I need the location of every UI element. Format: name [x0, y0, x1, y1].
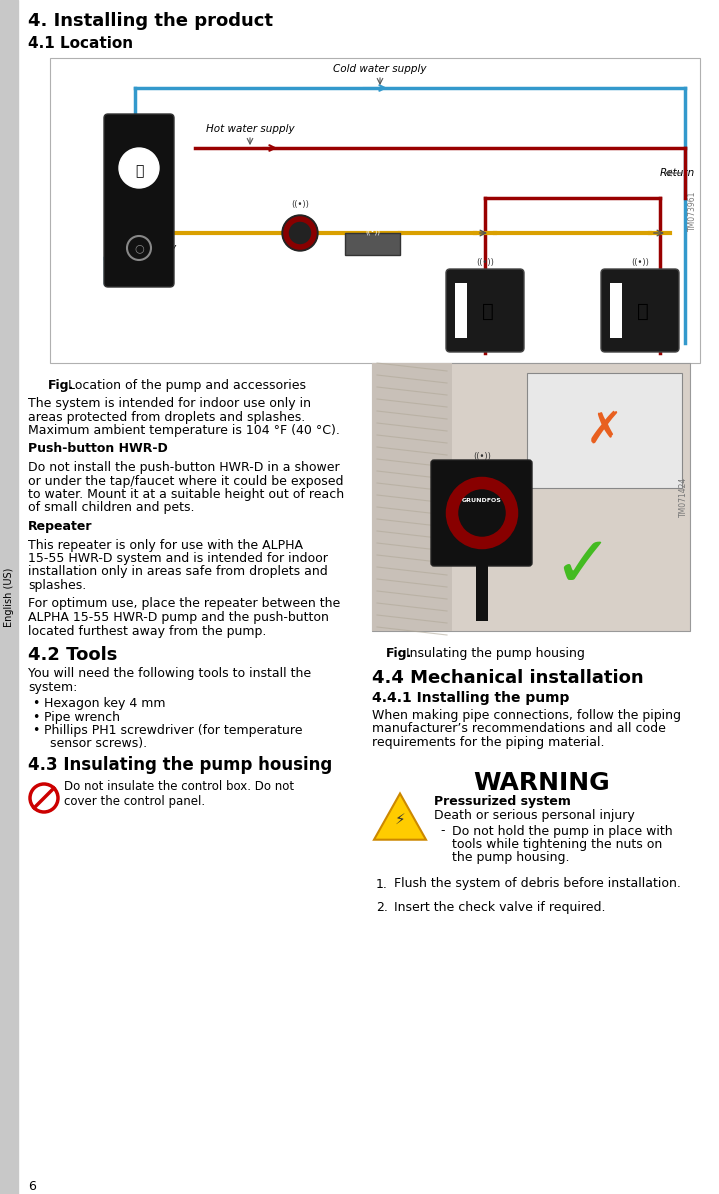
Text: •: • — [32, 724, 40, 737]
Bar — [372, 363, 452, 630]
Text: Location of the pump and accessories: Location of the pump and accessories — [68, 378, 306, 392]
Text: located furthest away from the pump.: located furthest away from the pump. — [28, 624, 266, 638]
FancyBboxPatch shape — [104, 113, 174, 287]
Text: ((•)): ((•)) — [365, 229, 380, 235]
Text: of small children and pets.: of small children and pets. — [28, 501, 195, 515]
Text: Hexagon key 4 mm: Hexagon key 4 mm — [44, 697, 165, 710]
Text: or under the tap/faucet where it could be exposed: or under the tap/faucet where it could b… — [28, 474, 344, 487]
FancyBboxPatch shape — [601, 269, 679, 352]
Text: 4.1 Location: 4.1 Location — [28, 36, 133, 51]
Text: Repeater: Repeater — [28, 521, 93, 533]
Bar — [476, 541, 488, 621]
Text: 4.2 Tools: 4.2 Tools — [28, 646, 117, 664]
Text: •: • — [32, 697, 40, 710]
Text: •: • — [32, 710, 40, 724]
Bar — [50, 59, 700, 363]
FancyBboxPatch shape — [431, 460, 532, 566]
Text: splashes.: splashes. — [28, 579, 86, 592]
Text: ((•)): ((•)) — [476, 258, 494, 267]
Text: Cold water supply: Cold water supply — [333, 64, 427, 74]
Text: Return: Return — [660, 168, 695, 178]
Text: 🚿: 🚿 — [637, 302, 649, 320]
Bar — [372, 363, 690, 630]
Text: Fig.: Fig. — [386, 647, 412, 660]
Text: When making pipe connections, follow the piping: When making pipe connections, follow the… — [372, 709, 681, 722]
Text: 15-55 HWR-D system and is intended for indoor: 15-55 HWR-D system and is intended for i… — [28, 552, 328, 565]
Text: TM071424: TM071424 — [679, 476, 688, 517]
Text: GRUNDFOS: GRUNDFOS — [462, 498, 502, 503]
Text: installation only in areas safe from droplets and: installation only in areas safe from dro… — [28, 566, 328, 579]
Text: to water. Mount it at a suitable height out of reach: to water. Mount it at a suitable height … — [28, 488, 344, 501]
Text: requirements for the piping material.: requirements for the piping material. — [372, 736, 605, 749]
Text: Do not install the push-button HWR-D in a shower: Do not install the push-button HWR-D in … — [28, 461, 339, 474]
Text: WARNING: WARNING — [474, 771, 610, 795]
Text: ((•)): ((•)) — [473, 451, 491, 461]
Text: -: - — [440, 825, 444, 837]
Text: Fig.: Fig. — [48, 378, 74, 392]
Text: 🔥: 🔥 — [135, 164, 143, 178]
Text: ○: ○ — [134, 244, 144, 253]
Text: ((•)): ((•)) — [291, 201, 309, 209]
Text: Do not insulate the control box. Do not
cover the control panel.: Do not insulate the control box. Do not … — [64, 780, 294, 808]
Text: You will need the following tools to install the: You will need the following tools to ins… — [28, 667, 311, 681]
Text: Water supply: Water supply — [108, 244, 176, 253]
Text: Flush the system of debris before installation.: Flush the system of debris before instal… — [394, 878, 681, 891]
Text: English (US): English (US) — [4, 567, 14, 627]
Text: 🚿: 🚿 — [482, 302, 494, 320]
Text: For optimum use, place the repeater between the: For optimum use, place the repeater betw… — [28, 597, 340, 610]
Text: This repeater is only for use with the ALPHA: This repeater is only for use with the A… — [28, 538, 303, 552]
Text: Hot water supply: Hot water supply — [206, 124, 294, 134]
Text: TM073961: TM073961 — [688, 190, 697, 230]
Text: 4.4 Mechanical installation: 4.4 Mechanical installation — [372, 669, 644, 687]
Text: Pressurized system: Pressurized system — [434, 795, 571, 808]
Text: 4. Installing the product: 4. Installing the product — [28, 12, 273, 30]
Text: system:: system: — [28, 681, 78, 694]
Text: areas protected from droplets and splashes.: areas protected from droplets and splash… — [28, 411, 306, 424]
Text: tools while tightening the nuts on: tools while tightening the nuts on — [452, 838, 662, 851]
Text: Death or serious personal injury: Death or serious personal injury — [434, 810, 635, 823]
Text: the pump housing.: the pump housing. — [452, 851, 569, 864]
Bar — [345, 233, 400, 256]
Text: ⚡: ⚡ — [395, 812, 406, 826]
Text: 4.3 Insulating the pump housing: 4.3 Insulating the pump housing — [28, 756, 332, 774]
Bar — [0, 0, 18, 1194]
Bar — [527, 373, 682, 488]
Circle shape — [282, 215, 318, 251]
Text: 4.4.1 Installing the pump: 4.4.1 Installing the pump — [372, 691, 569, 704]
Text: Do not hold the pump in place with: Do not hold the pump in place with — [452, 825, 673, 837]
Text: 6: 6 — [28, 1180, 36, 1193]
Text: ✗: ✗ — [586, 410, 623, 453]
Text: manufacturer’s recommendations and all code: manufacturer’s recommendations and all c… — [372, 722, 666, 736]
Text: sensor screws).: sensor screws). — [50, 738, 147, 751]
Text: Insulating the pump housing: Insulating the pump housing — [406, 647, 585, 660]
Text: Push-button HWR-D: Push-button HWR-D — [28, 443, 168, 455]
Text: Insert the check valve if required.: Insert the check valve if required. — [394, 901, 605, 913]
Bar — [610, 283, 622, 338]
Text: The system is intended for indoor use only in: The system is intended for indoor use on… — [28, 396, 311, 410]
Circle shape — [119, 148, 159, 187]
Text: Pipe wrench: Pipe wrench — [44, 710, 120, 724]
Text: 2.: 2. — [376, 901, 388, 913]
Text: ALPHA 15-55 HWR-D pump and the push-button: ALPHA 15-55 HWR-D pump and the push-butt… — [28, 611, 329, 624]
Text: ((•)): ((•)) — [631, 258, 649, 267]
Text: 1.: 1. — [376, 878, 388, 891]
Bar — [455, 283, 467, 338]
Text: ✓: ✓ — [551, 534, 613, 603]
FancyBboxPatch shape — [446, 269, 524, 352]
Text: Maximum ambient temperature is 104 °F (40 °C).: Maximum ambient temperature is 104 °F (4… — [28, 424, 340, 437]
Text: Phillips PH1 screwdriver (for temperature: Phillips PH1 screwdriver (for temperatur… — [44, 724, 303, 737]
Polygon shape — [374, 794, 426, 839]
